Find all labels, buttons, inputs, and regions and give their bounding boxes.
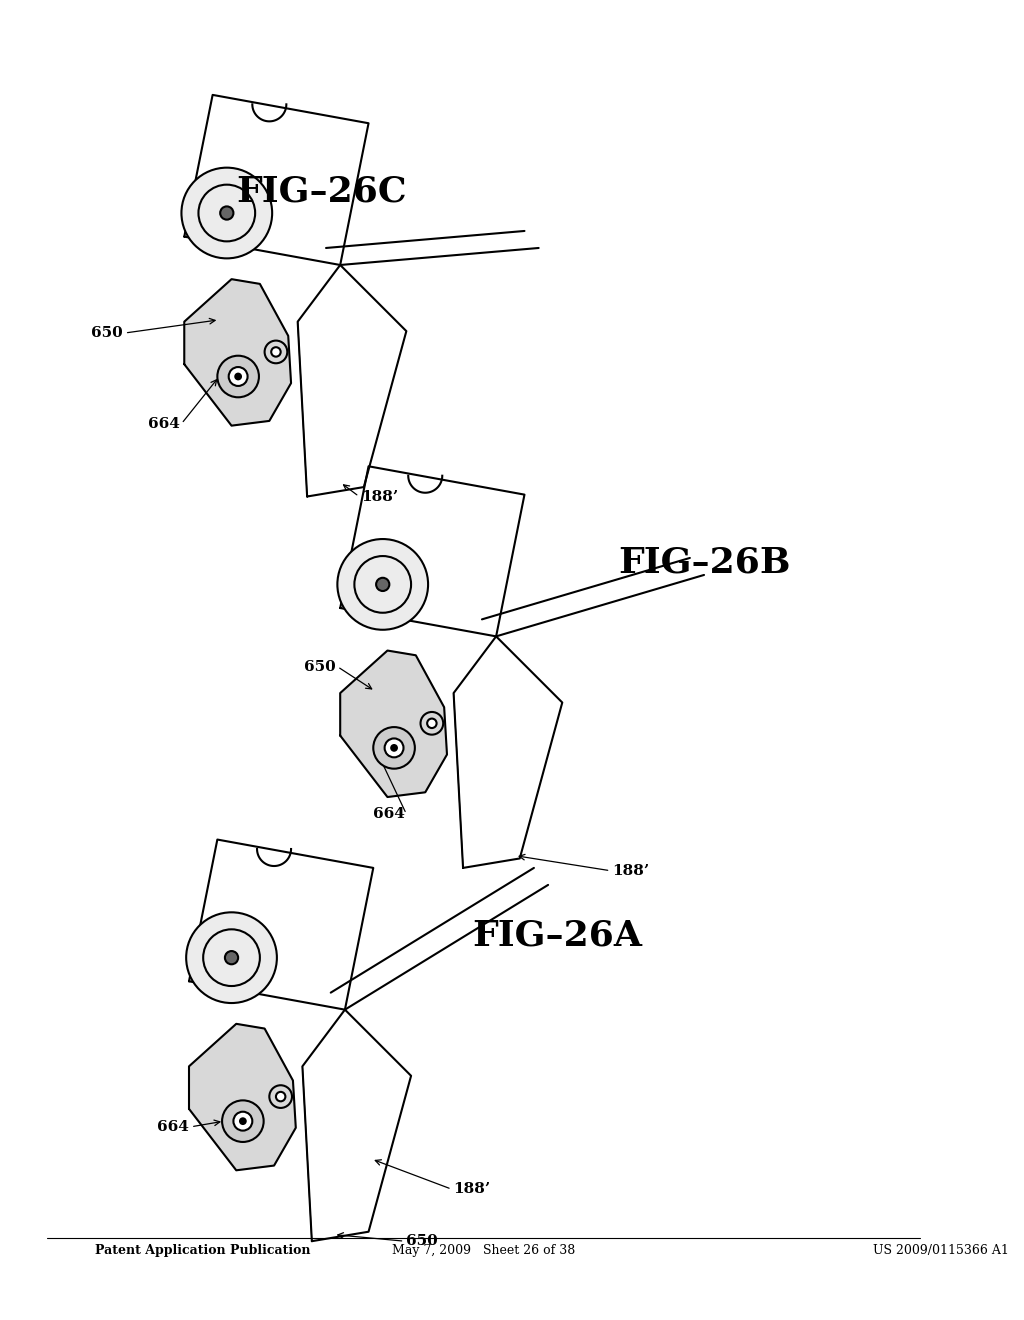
Text: 188’: 188’ (612, 863, 649, 878)
Circle shape (427, 718, 436, 729)
Circle shape (271, 347, 281, 356)
Polygon shape (189, 1024, 296, 1171)
Circle shape (337, 539, 428, 630)
Polygon shape (184, 279, 291, 425)
Circle shape (225, 952, 239, 965)
Text: Patent Application Publication: Patent Application Publication (94, 1245, 310, 1257)
Text: 650: 650 (91, 326, 123, 341)
Text: FIG–26B: FIG–26B (617, 545, 791, 579)
Text: 188’: 188’ (454, 1183, 490, 1196)
Circle shape (421, 711, 443, 735)
Text: 664: 664 (157, 1119, 189, 1134)
Polygon shape (340, 651, 447, 797)
Circle shape (181, 168, 272, 259)
Circle shape (385, 738, 403, 758)
Text: 650: 650 (407, 1234, 438, 1249)
Text: 650: 650 (304, 660, 336, 673)
Text: FIG–26A: FIG–26A (472, 919, 642, 953)
Circle shape (391, 744, 397, 751)
Text: FIG–26C: FIG–26C (236, 174, 407, 209)
Circle shape (222, 1101, 263, 1142)
Circle shape (275, 1092, 286, 1101)
Circle shape (240, 1118, 246, 1125)
Circle shape (217, 355, 259, 397)
Circle shape (376, 578, 389, 591)
Circle shape (264, 341, 288, 363)
Text: 664: 664 (373, 807, 404, 821)
Circle shape (228, 367, 248, 385)
Circle shape (236, 374, 241, 379)
Circle shape (220, 206, 233, 219)
Text: 664: 664 (147, 417, 179, 430)
Circle shape (374, 727, 415, 768)
Circle shape (186, 912, 276, 1003)
Text: 188’: 188’ (361, 490, 398, 503)
Circle shape (233, 1111, 252, 1131)
Text: May 7, 2009   Sheet 26 of 38: May 7, 2009 Sheet 26 of 38 (392, 1245, 575, 1257)
Text: US 2009/0115366 A1: US 2009/0115366 A1 (873, 1245, 1009, 1257)
Circle shape (269, 1085, 292, 1107)
